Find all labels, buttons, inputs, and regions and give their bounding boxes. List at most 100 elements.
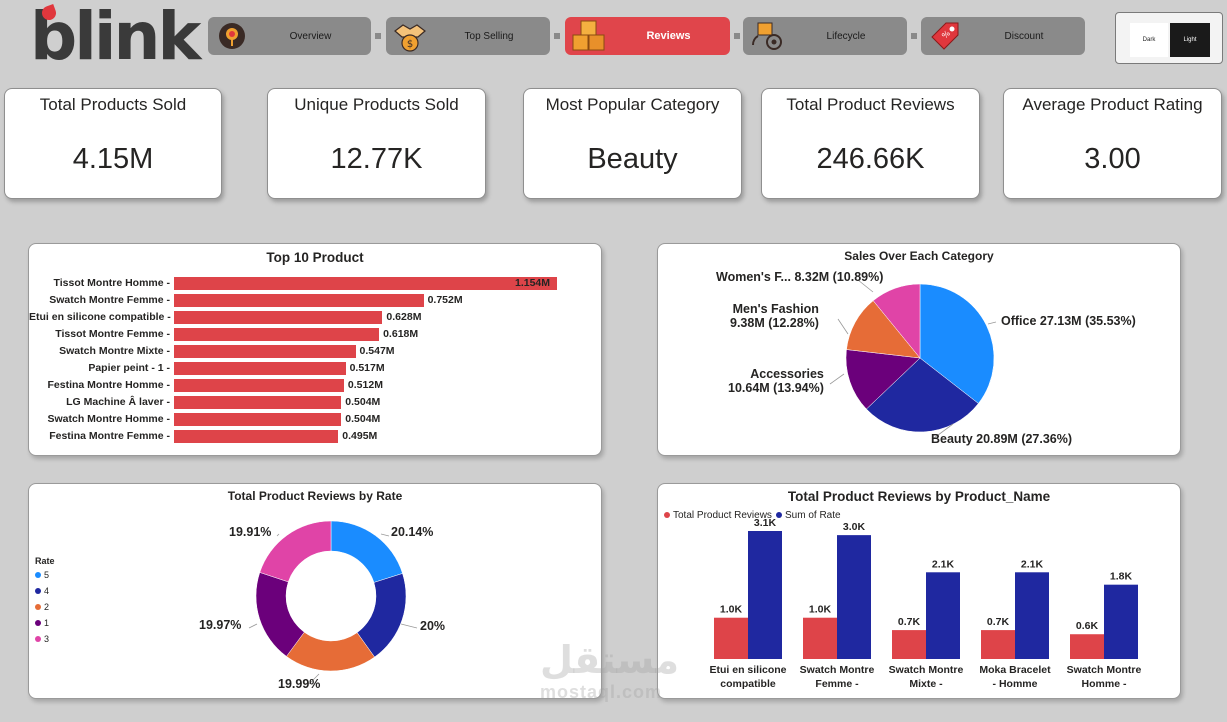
column-category-label: Mixte - bbox=[909, 678, 943, 690]
category-pie-slice-accessories[interactable] bbox=[845, 349, 921, 410]
boxes-icon bbox=[571, 18, 607, 54]
column-bar[interactable] bbox=[892, 630, 926, 659]
leader-line bbox=[308, 673, 320, 685]
box-cycle-icon bbox=[749, 18, 785, 54]
kpi-value: 4.15M bbox=[72, 143, 154, 175]
pie-label-mens: Men's Fashion 9.38M (12.28%) bbox=[730, 302, 819, 330]
bar-value-label: 0.628M bbox=[386, 311, 422, 323]
column-value-label: 1.8K bbox=[1110, 571, 1133, 583]
bar-value-label: 0.618M bbox=[383, 328, 419, 340]
nav-reviews-label: Reviews bbox=[646, 30, 691, 42]
legend-item-rate-5: 5 bbox=[35, 570, 49, 580]
legend-dot bbox=[35, 604, 41, 610]
bar[interactable] bbox=[174, 379, 344, 392]
category-pie-slice-women-s-f-[interactable] bbox=[872, 283, 921, 359]
rate-donut-slice-3[interactable] bbox=[259, 520, 332, 583]
column-value-label: 0.6K bbox=[1076, 620, 1099, 632]
column-bar[interactable] bbox=[803, 617, 837, 659]
legend-dot bbox=[35, 572, 41, 578]
discount-tag-icon: % bbox=[927, 18, 963, 54]
column-bar[interactable] bbox=[981, 630, 1015, 659]
column-category-label: Homme - bbox=[1082, 678, 1127, 690]
legend-label: 5 bbox=[44, 570, 50, 580]
legend-dot bbox=[35, 636, 41, 642]
bar[interactable] bbox=[174, 345, 356, 358]
theme-toggle[interactable]: Dark Light bbox=[1115, 12, 1223, 64]
nav-lifecycle-button[interactable]: Lifecycle bbox=[743, 17, 907, 55]
sales-by-category-chart: Sales Over Each Category Women's F... 8.… bbox=[657, 243, 1181, 456]
bar-category-label: Etui en silicone compatible - bbox=[29, 311, 171, 323]
legend-label: Sum of Rate bbox=[785, 510, 841, 521]
bar[interactable] bbox=[174, 328, 380, 341]
column-bar[interactable] bbox=[837, 535, 871, 659]
donut-label-3: 19.91% bbox=[229, 525, 272, 539]
legend-label: 4 bbox=[44, 586, 50, 596]
column-bar[interactable] bbox=[748, 531, 782, 659]
nav-top-selling-button[interactable]: $ Top Selling bbox=[386, 17, 550, 55]
bar-value-label: 0.547M bbox=[359, 345, 395, 357]
bar[interactable] bbox=[174, 294, 424, 307]
theme-dark-option[interactable]: Dark bbox=[1130, 23, 1168, 57]
legend-dot bbox=[35, 588, 41, 594]
bar-category-label: Festina Montre Femme - bbox=[49, 430, 170, 442]
donut-label-5: 20.14% bbox=[391, 525, 434, 539]
bar-value-label: 1.154M bbox=[515, 277, 551, 289]
column-bar[interactable] bbox=[1015, 572, 1049, 659]
column-bar[interactable] bbox=[1104, 584, 1138, 659]
category-pie-slice-office[interactable] bbox=[919, 283, 995, 404]
bar[interactable] bbox=[174, 277, 557, 290]
watermark: مستقل bbox=[540, 640, 679, 682]
leader-line bbox=[857, 279, 874, 293]
nav-separator bbox=[554, 33, 560, 39]
pie-label-accessories: Accessories 10.64M (13.94%) bbox=[728, 367, 824, 395]
bar-value-label: 0.752M bbox=[427, 294, 463, 306]
legend-item-rate-2: 2 bbox=[35, 602, 49, 612]
bar[interactable] bbox=[174, 396, 342, 409]
nav-overview-button[interactable]: Overview bbox=[208, 17, 371, 55]
donut-label-1: 19.97% bbox=[199, 618, 242, 632]
bar-value-label: 0.512M bbox=[347, 379, 383, 391]
brand-logo: blink bbox=[30, 0, 201, 75]
legend-dot bbox=[776, 512, 782, 518]
legend-dot bbox=[664, 512, 670, 518]
column-category-label: Etui en silicone bbox=[709, 664, 786, 676]
pie-label-beauty: Beauty 20.89M (27.36%) bbox=[931, 432, 1073, 446]
legend-label: Total Product Reviews bbox=[673, 510, 772, 521]
leader-line bbox=[933, 423, 954, 439]
leader-line bbox=[987, 321, 997, 325]
chart-title: Sales Over Each Category bbox=[844, 249, 994, 263]
kpi-title: Total Product Reviews bbox=[786, 95, 955, 114]
legend-item-rate-1: 1 bbox=[35, 618, 49, 628]
nav-separator bbox=[911, 33, 917, 39]
theme-light-option[interactable]: Light bbox=[1170, 23, 1210, 57]
column-value-label: 0.7K bbox=[987, 616, 1010, 628]
kpi-title: Average Product Rating bbox=[1022, 95, 1203, 114]
leader-line bbox=[829, 373, 845, 385]
column-value-label: 1.0K bbox=[809, 604, 832, 616]
column-category-label: Swatch Montre bbox=[889, 664, 964, 676]
column-bar[interactable] bbox=[714, 617, 748, 659]
column-bar[interactable] bbox=[1070, 634, 1104, 659]
bar[interactable] bbox=[174, 430, 339, 443]
svg-text:$: $ bbox=[407, 39, 413, 50]
kpi-total-products-sold: Total Products Sold 4.15M bbox=[4, 88, 222, 199]
nav-overview-label: Overview bbox=[289, 30, 332, 42]
nav-reviews-button[interactable]: Reviews bbox=[565, 17, 730, 55]
bar-category-label: Papier peint - 1 - bbox=[88, 362, 170, 374]
leader-line bbox=[837, 318, 849, 335]
legend-item-rate-3: 3 bbox=[35, 634, 49, 644]
bar[interactable] bbox=[174, 311, 383, 324]
column-value-label: 2.1K bbox=[932, 558, 955, 570]
category-pie-slice-beauty[interactable] bbox=[866, 357, 979, 433]
kpi-title: Unique Products Sold bbox=[294, 95, 459, 114]
column-bar[interactable] bbox=[926, 572, 960, 659]
bar-value-label: 0.517M bbox=[349, 362, 385, 374]
nav-top-selling-label: Top Selling bbox=[464, 30, 514, 42]
nav-lifecycle-label: Lifecycle bbox=[826, 30, 866, 42]
bar[interactable] bbox=[174, 362, 346, 375]
column-value-label: 1.0K bbox=[720, 604, 743, 616]
pie-label-office: Office 27.13M (35.53%) bbox=[1001, 314, 1136, 328]
nav-discount-button[interactable]: % Discount bbox=[921, 17, 1085, 55]
bar[interactable] bbox=[174, 413, 342, 426]
bar-value-label: 0.495M bbox=[342, 430, 378, 442]
